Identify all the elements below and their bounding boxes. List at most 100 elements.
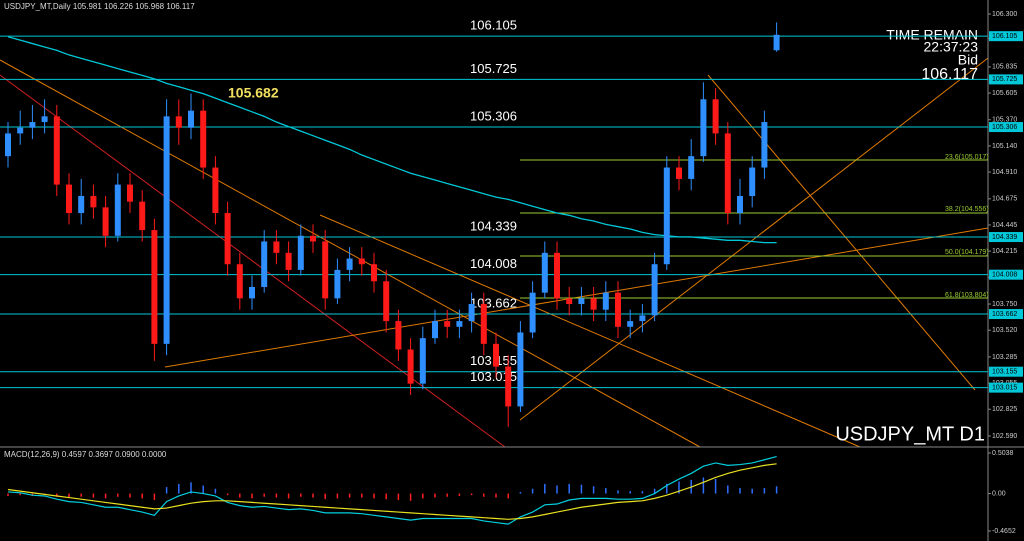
y-tick-label: 104.675 [992,196,1017,203]
candle-body [432,321,438,339]
candle-body [602,292,609,310]
candle-body [773,34,780,51]
candle-body [761,122,768,168]
candle-body [688,156,695,179]
candle-body [663,167,670,265]
candle-body [224,213,231,265]
candle-body [285,252,292,270]
candle-body [383,281,390,322]
candle-body [163,116,170,344]
candle-body [480,304,487,344]
macd-line [7,463,777,520]
candle-body [493,343,499,367]
candle-body [310,235,316,242]
y-tick-label: 102.825 [992,406,1017,413]
candle-body [188,110,194,128]
level-label: 104.339 [470,218,517,233]
fib-label: 50.0(104.179) [945,249,989,256]
candle-body [175,116,182,128]
candle-body [395,321,402,350]
candle-body [456,321,463,327]
candle-body [5,133,11,157]
y-tick-label: 0.5038 [992,450,1014,457]
candle-body [712,99,719,134]
candle-body [17,127,24,134]
candle-body [737,195,743,214]
candle-body [651,264,658,316]
candle-body [554,252,560,299]
level-box [989,74,1023,85]
candle-body [346,258,353,270]
level-box-label: 105.725 [992,76,1017,83]
candle-body [700,99,707,157]
candle-body [66,184,72,214]
candle-body [444,321,451,327]
y-tick-label: 105.835 [992,64,1017,71]
moving-average [7,36,777,244]
level-box-label: 104.339 [992,234,1017,241]
candle-body [273,241,280,253]
candle-body [41,116,48,123]
y-tick-label: -0.4652 [992,528,1016,535]
candle-body [749,167,756,196]
fib-label: 61.8(103.804) [945,292,989,299]
candle-body [615,292,621,327]
time-label: TIME REMAIN [886,27,978,43]
candle-body [407,349,414,384]
candle-body [724,133,731,214]
level-label: 105.306 [470,108,517,123]
level-box-label: 104.008 [992,272,1017,279]
chart-header: USDJPY_MT,Daily 105.981 106.226 105.968 … [4,2,195,11]
candle-body [53,116,60,185]
level-label: 105.725 [470,61,517,76]
level-box [989,366,1023,377]
level-label: 103.662 [470,295,517,310]
fib-label: 23.6(105.017) [945,154,989,161]
y-tick-label: 103.750 [992,301,1017,308]
level-box-label: 105.306 [992,124,1017,131]
candle-body [114,184,121,236]
candle-body [578,298,585,305]
candle-body [151,230,158,344]
candle-body [297,235,304,270]
candle-body [236,264,243,299]
level-box-label: 103.015 [992,384,1017,391]
candle-body [249,286,255,299]
candle-body [517,332,524,407]
candle-body [102,207,109,236]
candle-body [200,110,207,168]
candle-body [639,315,646,322]
y-tick-label: 105.370 [992,117,1017,124]
level-box [989,269,1023,280]
level-box [989,122,1023,133]
y-tick-label: 102.590 [992,433,1017,440]
fib-lines [520,159,988,299]
level-box-label: 103.155 [992,369,1017,376]
candle-body [334,269,341,299]
level-box [989,382,1023,393]
candle-body [541,252,548,293]
annotation: 105.682 [228,85,279,101]
time-remaining: 22:37:23 [924,39,979,55]
y-tick-label: 104.910 [992,169,1017,176]
fib-label: 38.2(104.556) [945,206,989,213]
candle-body [590,298,597,310]
macd-title: MACD(12,26,9) 0.4597 0.3697 0.0900 0.000… [4,450,167,459]
candle-body [505,366,512,407]
level-box [989,31,1023,42]
level-label: 106.105 [470,18,517,33]
y-tick-label: 105.140 [992,143,1017,150]
level-label: 104.008 [470,256,517,271]
y-tick-label: 104.445 [992,222,1017,229]
y-tick-label: 103.520 [992,327,1017,334]
level-box [989,309,1023,320]
candle-body [212,167,219,214]
candle-body [127,184,133,202]
candle-body [566,298,573,305]
y-tick-label: 104.215 [992,248,1017,255]
level-box-label: 106.105 [992,33,1017,40]
candle-body [322,241,329,299]
candle-body [419,338,426,384]
candle-body [627,321,634,327]
